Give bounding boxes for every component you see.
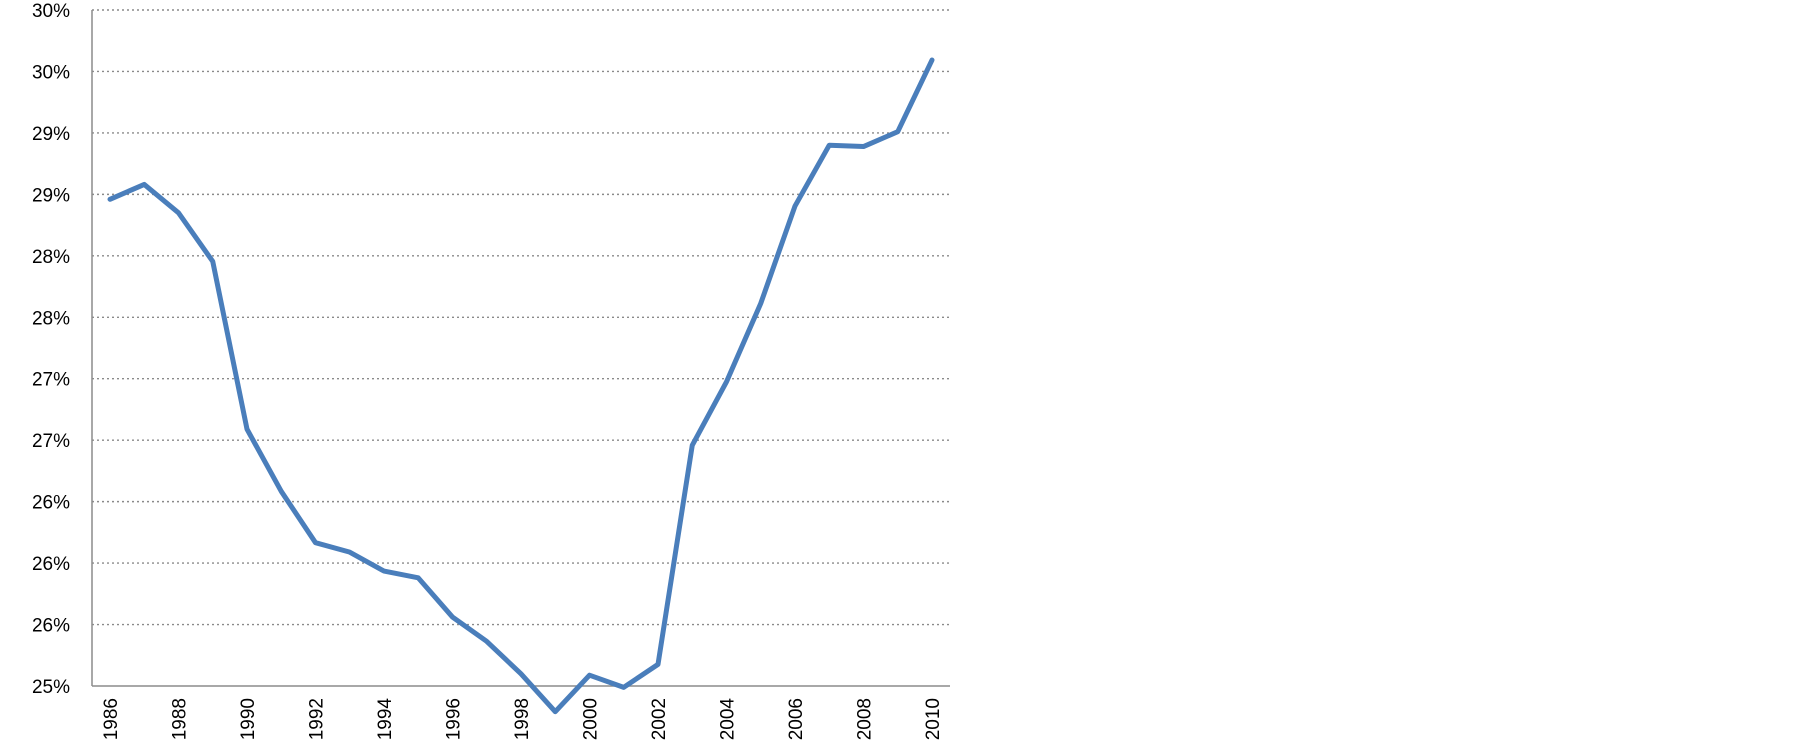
x-tick-label: 1988 [170,698,191,740]
x-tick-label: 2000 [581,698,602,740]
y-tick-label: 30% [32,62,70,83]
y-tick-label: 28% [32,247,70,268]
axes [91,10,950,687]
y-tick-label: 26% [32,616,70,637]
x-tick-label: 1996 [444,698,465,740]
x-tick-label: 2010 [923,698,944,740]
y-tick-labels: 25% 26% 26% 26% 27% 27% 28% 28% 29% 29% 30% 30% [32,1,70,698]
x-tick-label: 2006 [786,698,807,740]
x-tick-label: 1998 [512,698,533,740]
x-tick-label: 2002 [649,698,670,740]
y-tick-label: 25% [32,677,70,698]
x-tick-label: 1992 [307,698,328,740]
y-tick-label: 26% [32,554,70,575]
y-tick-label: 26% [32,493,70,514]
series-line [107,57,935,715]
x-tick-label: 1986 [101,698,122,740]
y-tick-label: 29% [32,185,70,206]
x-tick-label: 2004 [718,698,739,741]
y-tick-label: 27% [32,370,70,391]
y-tick-label: 28% [32,308,70,329]
x-tick-label: 2008 [855,698,876,740]
y-tick-label: 30% [32,1,70,22]
x-tick-labels: 1986 1988 1990 1992 1994 1996 1998 2000 2002 2004… [101,698,944,741]
gridlines [92,9,950,626]
series [107,57,935,715]
x-tick-label: 1990 [238,698,259,740]
y-tick-label: 29% [32,124,70,145]
x-tick-label: 1994 [375,698,396,741]
y-tick-label: 27% [32,431,70,452]
